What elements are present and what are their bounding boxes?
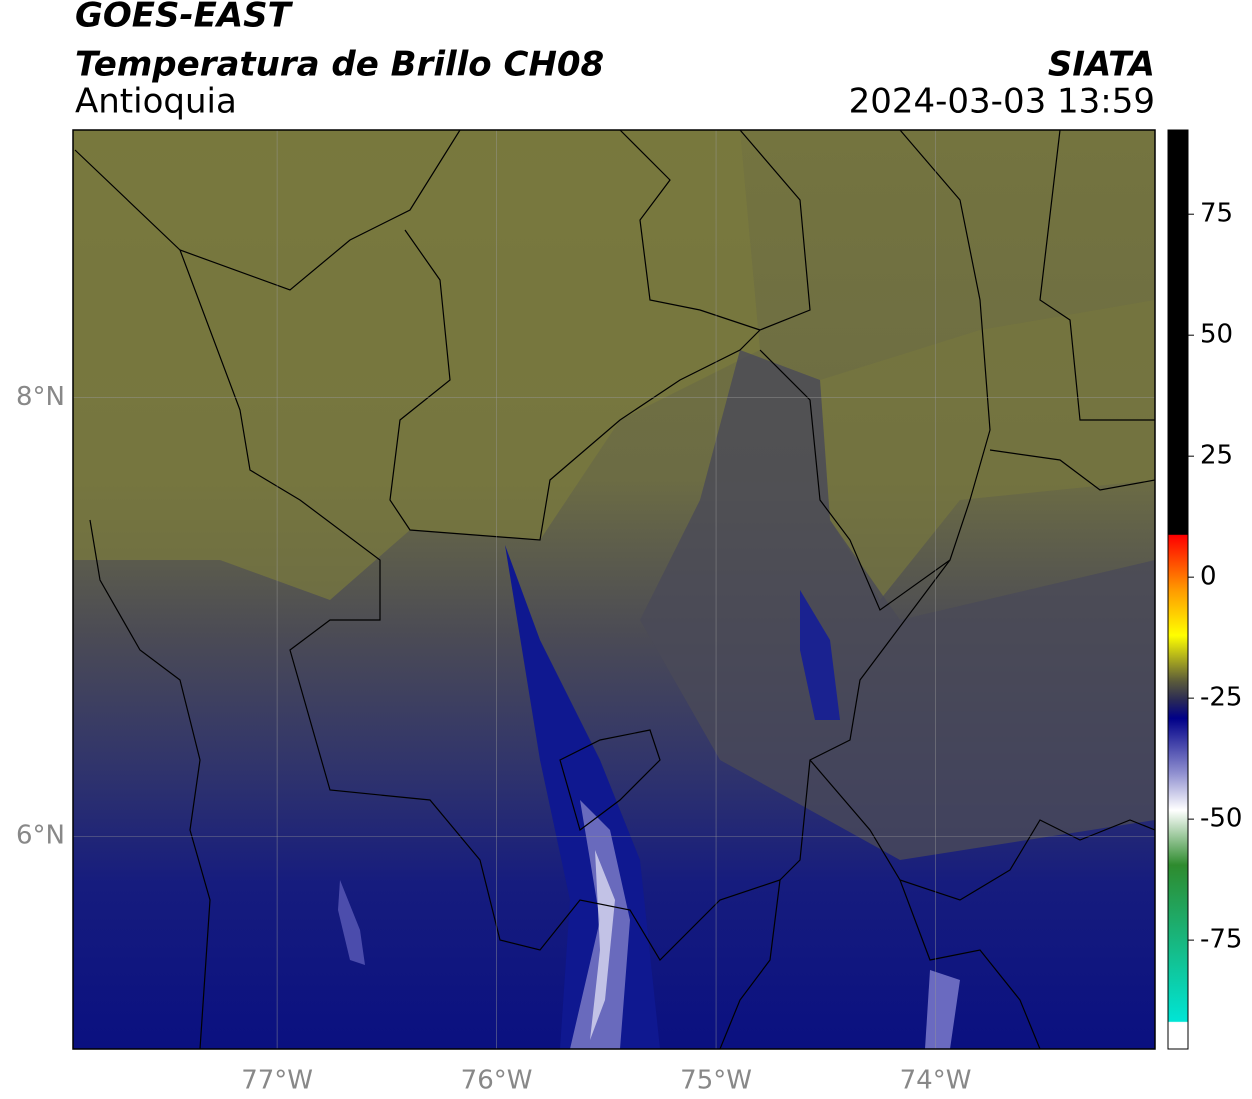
colorbar bbox=[1167, 129, 1189, 1050]
x-tick-label: 76°W bbox=[461, 1066, 533, 1096]
colorbar-tick-label: 25 bbox=[1200, 441, 1233, 471]
x-tick-label: 75°W bbox=[680, 1066, 752, 1096]
source: SIATA bbox=[1048, 45, 1155, 85]
x-tick-label: 74°W bbox=[900, 1066, 972, 1096]
datetime: 2024-03-03 13:59 bbox=[849, 82, 1155, 122]
title: GOES-EAST bbox=[75, 0, 294, 36]
colorbar-tick-label: -25 bbox=[1200, 683, 1242, 713]
colorbar-tick-label: 75 bbox=[1200, 199, 1233, 229]
graticule bbox=[73, 130, 1155, 1049]
y-tick-label: 8°N bbox=[16, 382, 65, 412]
colorbar-tick-label: -75 bbox=[1200, 925, 1242, 955]
colorbar-tick-label: 0 bbox=[1200, 562, 1217, 592]
x-tick-label: 77°W bbox=[241, 1066, 313, 1096]
colorbar-tick-label: 50 bbox=[1200, 320, 1233, 350]
subtitle: Temperatura de Brillo CH08 bbox=[75, 45, 604, 85]
satellite-image bbox=[73, 130, 1155, 1049]
region: Antioquia bbox=[75, 82, 237, 122]
colorbar-tick-label: -50 bbox=[1200, 804, 1242, 834]
y-tick-label: 6°N bbox=[16, 821, 65, 851]
map-frame bbox=[72, 129, 1156, 1050]
